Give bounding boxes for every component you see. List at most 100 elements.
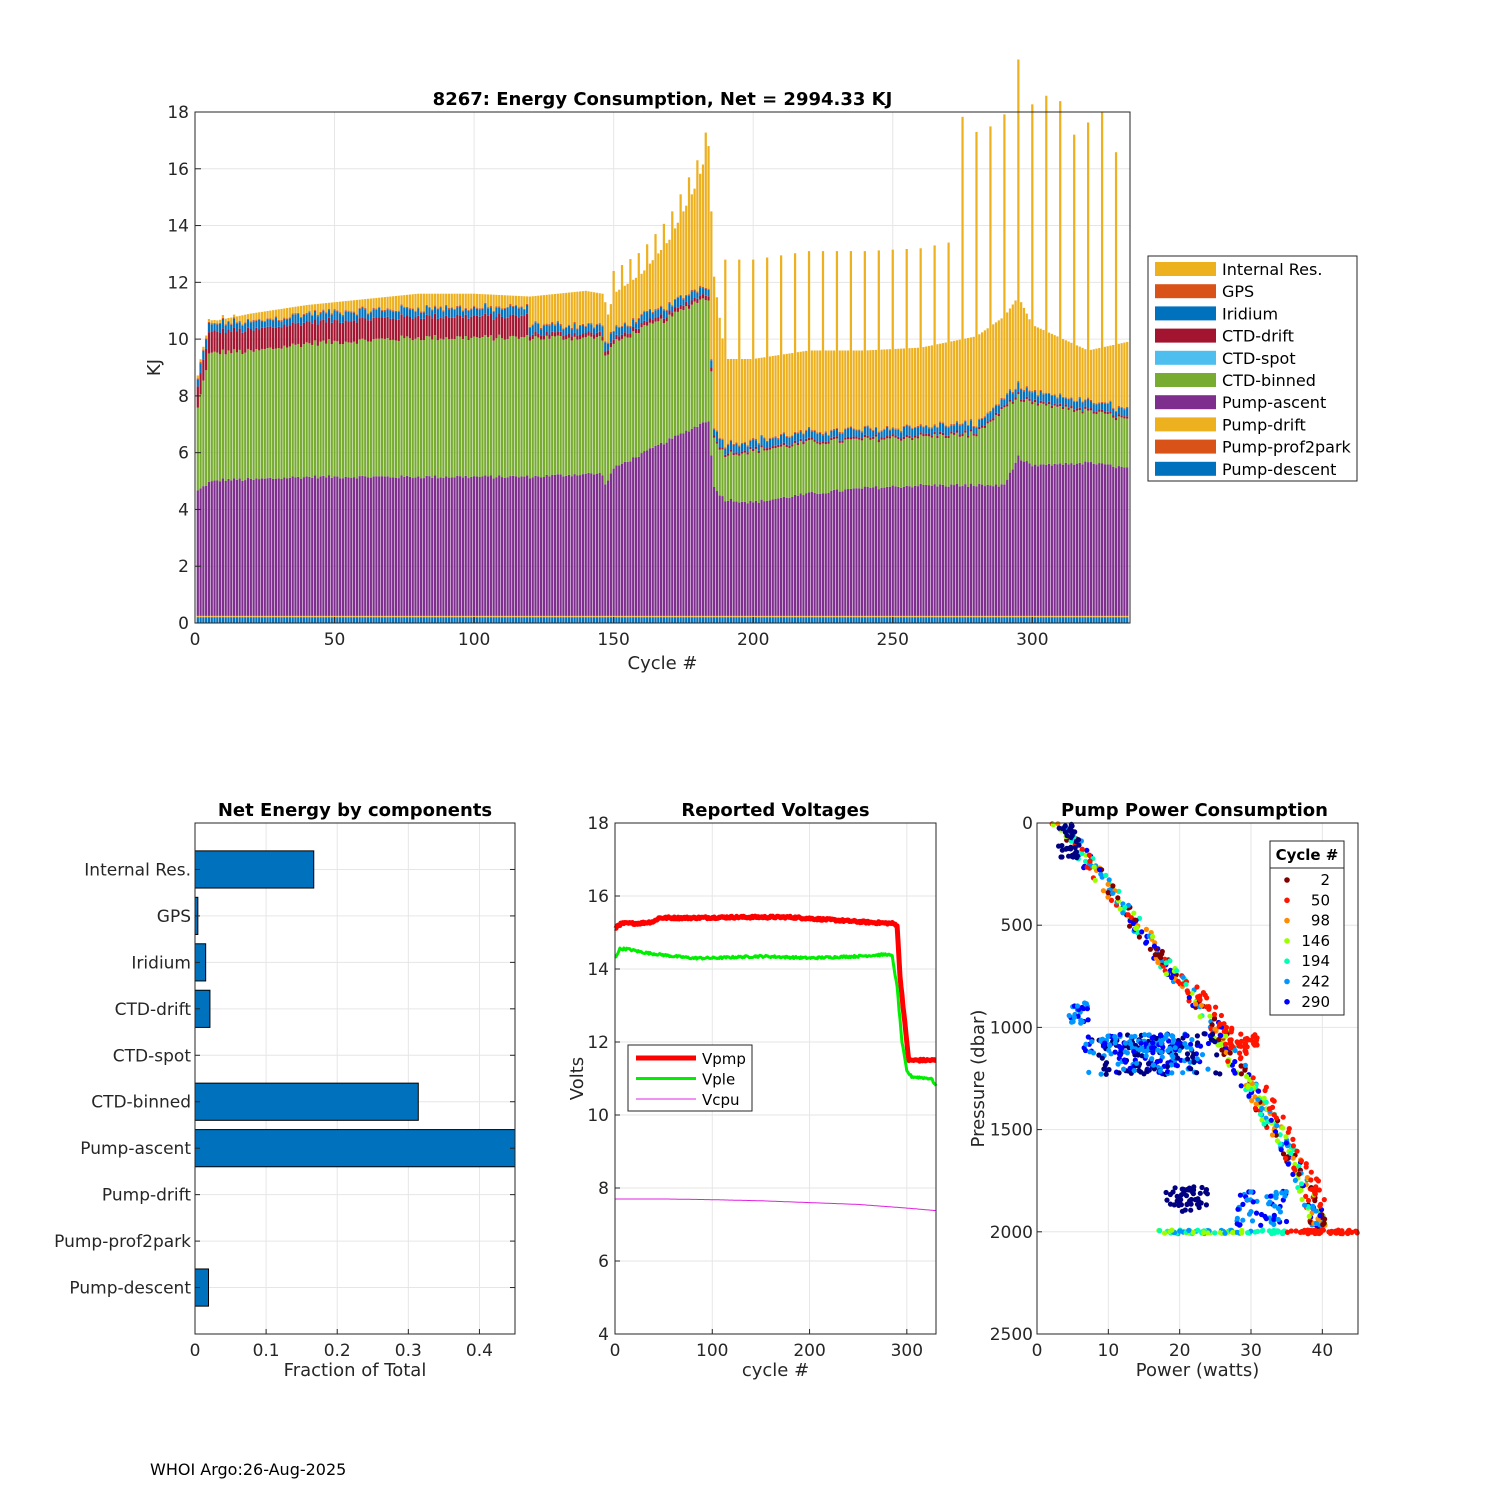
energy-bar-segment: [274, 316, 278, 318]
energy-bar-segment: [406, 294, 409, 307]
energy-bar-segment: [835, 428, 839, 437]
energy-bar-segment: [704, 422, 707, 616]
energy-bar-segment: [375, 297, 378, 309]
energy-bar-segment: [902, 348, 906, 426]
energy-bar-segment: [802, 495, 805, 616]
energy-bar-segment: [294, 477, 297, 616]
energy-bar-segment: [754, 439, 758, 441]
energy-bar-segment: [425, 475, 428, 616]
energy-bar-segment: [1036, 327, 1040, 396]
energy-bar-segment: [866, 615, 869, 617]
energy-bar-segment: [252, 330, 255, 352]
energy-bar-segment: [394, 615, 398, 617]
energy-bar-segment: [1053, 405, 1056, 464]
pump-point: [1275, 1216, 1281, 1223]
energy-bar-segment: [816, 433, 819, 442]
energy-bar-segment: [425, 617, 428, 623]
pump-xtick-label: 30: [1240, 1341, 1262, 1361]
energy-bar-segment: [553, 293, 557, 325]
energy-bar-segment: [1109, 413, 1112, 465]
energy-bar-segment: [383, 317, 386, 339]
energy-bar-segment: [366, 341, 370, 478]
energy-bar-segment: [852, 428, 855, 430]
energy-bar-segment: [280, 321, 283, 328]
energy-bar-segment: [855, 350, 858, 430]
energy-bar-segment: [221, 317, 225, 320]
energy-bar-segment: [539, 339, 543, 478]
energy-bar-segment: [319, 476, 322, 616]
energy-bar-segment: [682, 298, 685, 300]
energy-bar-segment: [1117, 466, 1120, 616]
pump-point: [1151, 943, 1157, 949]
pump-point: [1296, 1163, 1302, 1169]
energy-bar-segment: [1061, 617, 1065, 623]
pump-point: [1062, 823, 1068, 829]
energy-bar-segment: [632, 616, 635, 618]
energy-bar-segment: [288, 617, 292, 623]
energy-bar-segment: [788, 617, 791, 623]
energy-bar-segment: [512, 295, 515, 306]
energy-bar-segment: [199, 617, 202, 623]
energy-bar-segment: [729, 440, 732, 450]
pump-point: [1131, 1068, 1137, 1074]
pump-point: [1259, 1117, 1265, 1123]
energy-bar-segment: [453, 317, 456, 340]
energy-bar-segment: [802, 617, 805, 623]
energy-bar-segment: [846, 615, 850, 617]
energy-bar-segment: [570, 476, 573, 616]
energy-ytick-label: 4: [178, 500, 189, 520]
energy-bar-segment: [431, 309, 434, 311]
energy-bar-segment: [699, 423, 702, 616]
energy-bar-segment: [272, 327, 275, 350]
pump-point: [1308, 1169, 1314, 1175]
energy-bar-segment: [512, 475, 515, 616]
voltages-legend-label: Vcpu: [702, 1091, 740, 1109]
energy-bar-segment: [542, 325, 545, 336]
energy-bar-segment: [1075, 345, 1079, 401]
energy-bar-segment: [565, 475, 568, 616]
energy-bar-segment: [777, 615, 780, 617]
energy-bar-segment: [701, 294, 705, 299]
energy-bar-segment: [1073, 464, 1076, 616]
energy-bar-segment: [361, 475, 364, 616]
energy-bar-segment: [291, 476, 294, 616]
energy-bar-segment: [537, 323, 540, 334]
energy-bar-segment: [911, 437, 914, 441]
energy-bar-segment: [841, 491, 844, 616]
energy-bar-segment: [791, 446, 794, 498]
pump-point: [1250, 1075, 1256, 1081]
energy-bar-segment: [294, 344, 297, 478]
pump-point: [1157, 1058, 1163, 1064]
energy-bar-segment: [793, 440, 797, 443]
energy-bar-segment: [202, 349, 205, 351]
pump-point: [1191, 1059, 1197, 1065]
energy-bar-segment: [992, 408, 995, 419]
energy-bar-segment: [676, 311, 679, 436]
pump-point: [1112, 1040, 1118, 1046]
energy-bar-segment: [283, 324, 286, 346]
energy-bar-segment: [626, 325, 629, 327]
energy-bar-segment: [213, 330, 216, 352]
energy-bar-segment: [506, 477, 509, 616]
energy-bar-segment: [484, 304, 487, 314]
energy-bar-segment: [246, 327, 250, 349]
energy-bar-segment: [216, 320, 219, 324]
energy-bar-segment: [673, 311, 677, 436]
energy-bar-segment: [526, 616, 529, 618]
energy-bar-segment: [679, 294, 682, 296]
energy-bar-segment: [347, 342, 350, 478]
energy-bar-segment: [339, 617, 342, 623]
energy-bar-segment: [701, 422, 705, 616]
energy-bar-segment: [411, 340, 414, 479]
energy-bar-segment: [453, 617, 456, 623]
energy-bar-segment: [978, 426, 981, 430]
energy-bar-segment: [361, 615, 364, 617]
energy-bar-segment: [1020, 460, 1023, 616]
energy-bar-segment: [975, 426, 978, 428]
energy-bar-segment: [687, 431, 691, 616]
energy-bar-segment: [205, 617, 208, 623]
pump-point: [1096, 1052, 1102, 1058]
energy-bar-segment: [378, 476, 381, 616]
energy-bar-segment: [595, 332, 599, 338]
energy-bar-segment: [771, 617, 774, 623]
